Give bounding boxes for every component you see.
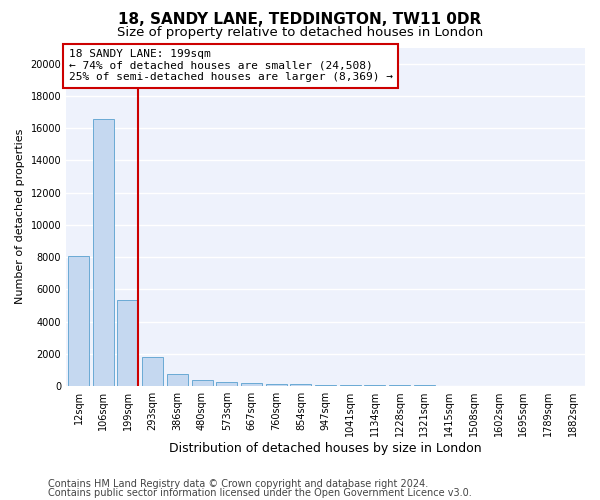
Bar xyxy=(315,384,336,386)
Bar xyxy=(216,382,237,386)
Text: 18 SANDY LANE: 199sqm
← 74% of detached houses are smaller (24,508)
25% of semi-: 18 SANDY LANE: 199sqm ← 74% of detached … xyxy=(69,49,393,82)
Bar xyxy=(364,385,385,386)
Bar xyxy=(93,119,114,386)
X-axis label: Distribution of detached houses by size in London: Distribution of detached houses by size … xyxy=(169,442,482,455)
Text: Contains public sector information licensed under the Open Government Licence v3: Contains public sector information licen… xyxy=(48,488,472,498)
Text: Contains HM Land Registry data © Crown copyright and database right 2024.: Contains HM Land Registry data © Crown c… xyxy=(48,479,428,489)
Y-axis label: Number of detached properties: Number of detached properties xyxy=(15,129,25,304)
Bar xyxy=(340,385,361,386)
Bar xyxy=(167,374,188,386)
Bar xyxy=(241,383,262,386)
Bar xyxy=(191,380,212,386)
Text: 18, SANDY LANE, TEDDINGTON, TW11 0DR: 18, SANDY LANE, TEDDINGTON, TW11 0DR xyxy=(118,12,482,28)
Text: Size of property relative to detached houses in London: Size of property relative to detached ho… xyxy=(117,26,483,39)
Bar xyxy=(142,356,163,386)
Bar xyxy=(266,384,287,386)
Bar xyxy=(68,256,89,386)
Bar xyxy=(290,384,311,386)
Bar xyxy=(118,300,139,386)
